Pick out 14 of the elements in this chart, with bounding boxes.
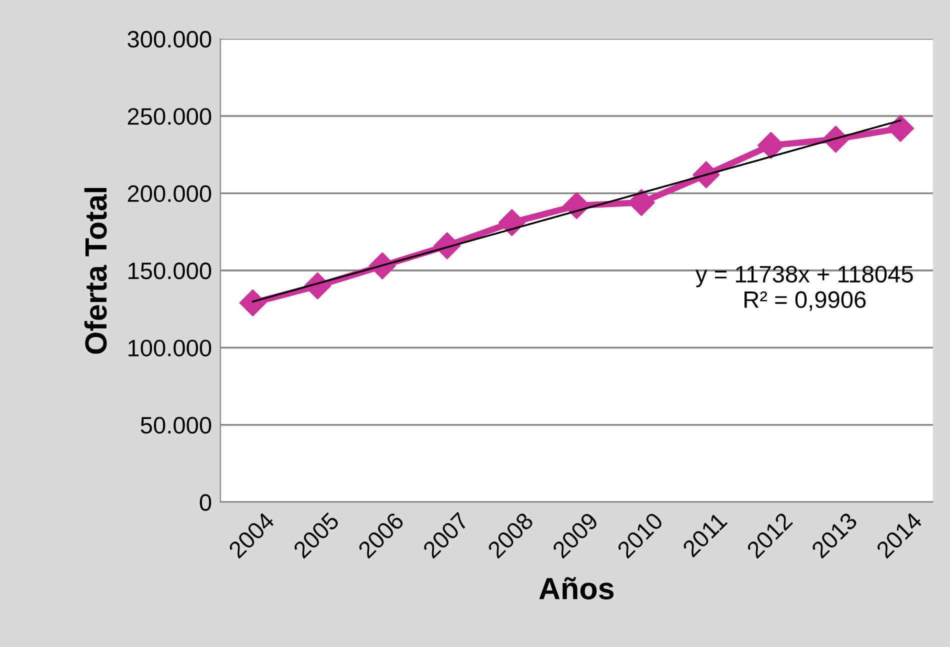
y-tick-label: 100.000: [128, 340, 212, 356]
y-tick-label: 0: [200, 494, 212, 511]
y-axis-title: Oferta Total: [84, 188, 107, 354]
point: [758, 132, 784, 159]
y-tick-label: 300.000: [128, 30, 212, 48]
y-tick-label: 50.000: [140, 416, 212, 434]
y-tick-label: 250.000: [128, 108, 212, 125]
point: [887, 114, 914, 142]
annotation: y = 11738x + 118045 R² = 0,9906: [696, 266, 913, 311]
y-tick-label: 150.000: [128, 262, 212, 280]
point: [498, 209, 526, 236]
y-tick-label: 200.000: [128, 185, 212, 202]
x-axis-title: Años: [539, 577, 614, 600]
point: [239, 289, 266, 316]
